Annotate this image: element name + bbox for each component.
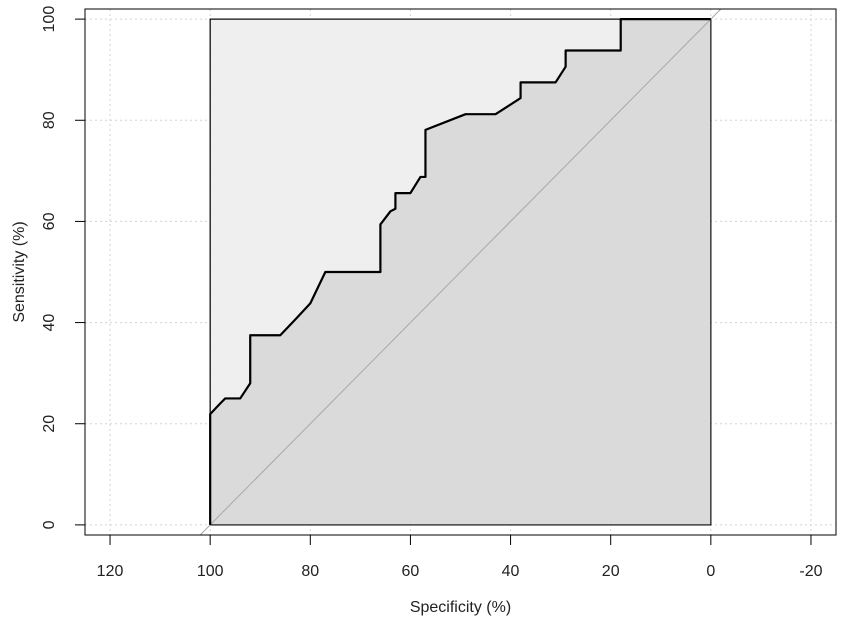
y-tick-label-60: 60 bbox=[41, 212, 58, 230]
y-tick-label-0: 0 bbox=[41, 520, 58, 529]
y-tick-label-100: 100 bbox=[41, 6, 58, 33]
y-tick-label-20: 20 bbox=[41, 415, 58, 433]
x-tick-label--20: -20 bbox=[799, 563, 822, 580]
x-tick-label-60: 60 bbox=[402, 563, 420, 580]
x-tick-label-40: 40 bbox=[502, 563, 520, 580]
axes: 120 100 80 60 40 20 0 -20 0 20 40 60 80 100 bbox=[41, 6, 822, 580]
x-tick-label-100: 100 bbox=[197, 563, 224, 580]
y-tick-label-40: 40 bbox=[41, 314, 58, 332]
y-axis-label: Sensitivity (%) bbox=[11, 221, 28, 322]
x-tick-label-120: 120 bbox=[97, 563, 124, 580]
curves bbox=[199, 8, 722, 536]
x-tick-label-20: 20 bbox=[602, 563, 620, 580]
y-tick-label-80: 80 bbox=[41, 111, 58, 129]
roc-curve bbox=[209, 18, 711, 525]
x-tick-label-80: 80 bbox=[301, 563, 319, 580]
x-axis-label: Specificity (%) bbox=[410, 599, 511, 616]
diagonal-reference-line bbox=[199, 8, 722, 536]
max-area-border bbox=[209, 18, 712, 526]
x-tick-label-0: 0 bbox=[706, 563, 715, 580]
